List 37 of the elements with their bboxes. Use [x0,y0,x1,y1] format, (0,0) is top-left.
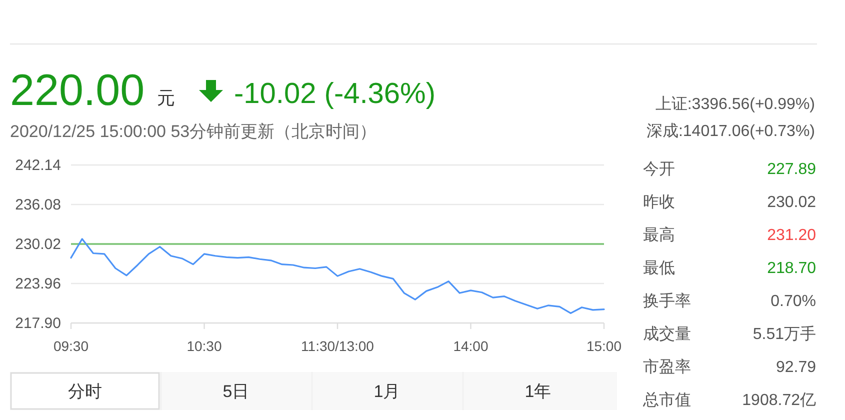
text: 昨收 [643,194,675,211]
text: 92.79 [776,359,816,376]
x-tick-label: 09:30 [53,338,89,354]
text: 今开 [643,161,675,178]
y-tick-label: 236.08 [15,196,61,214]
text: 元 [157,88,175,108]
text: 0.70% [770,293,816,310]
text: 231.20 [767,227,816,244]
x-tick-label: 11:30/13:00 [301,338,374,354]
text: 深成:14017.06(+0.73%) [646,122,815,140]
line-series [70,238,605,314]
x-tick-label: 10:30 [186,338,222,354]
text: -10.02 (-4.36%) [234,78,436,110]
text: 1年 [524,382,552,401]
y-tick-label: 230.02 [15,236,61,253]
text: 市盈率 [643,358,691,376]
x-tick-label: 14:00 [453,338,488,354]
chart-title: 220.00 [10,66,145,115]
text: 最高 [643,226,675,244]
text: 分时 [68,382,102,401]
text: 5日 [222,382,250,401]
y-tick-label: 217.90 [15,315,61,332]
y-tick-label: 242.14 [15,157,61,174]
text: 1908.72亿 [742,392,816,409]
x-tick-label: 15:00 [586,338,622,354]
text: 1月 [374,382,400,401]
text: 成交量 [643,325,691,343]
text: 最低 [643,260,675,277]
text: 换手率 [643,292,691,310]
text: 218.70 [767,260,816,277]
text: 227.89 [767,161,816,178]
text: 总市值 [642,391,691,409]
text: 230.02 [767,194,816,211]
text: 上证:3396.56(+0.99%) [655,95,815,113]
text: 5.51万手 [752,325,816,343]
text: 2020/12/25 15:00:00 53分钟前更新（北京时间） [10,122,377,141]
y-tick-label: 223.96 [15,276,61,292]
